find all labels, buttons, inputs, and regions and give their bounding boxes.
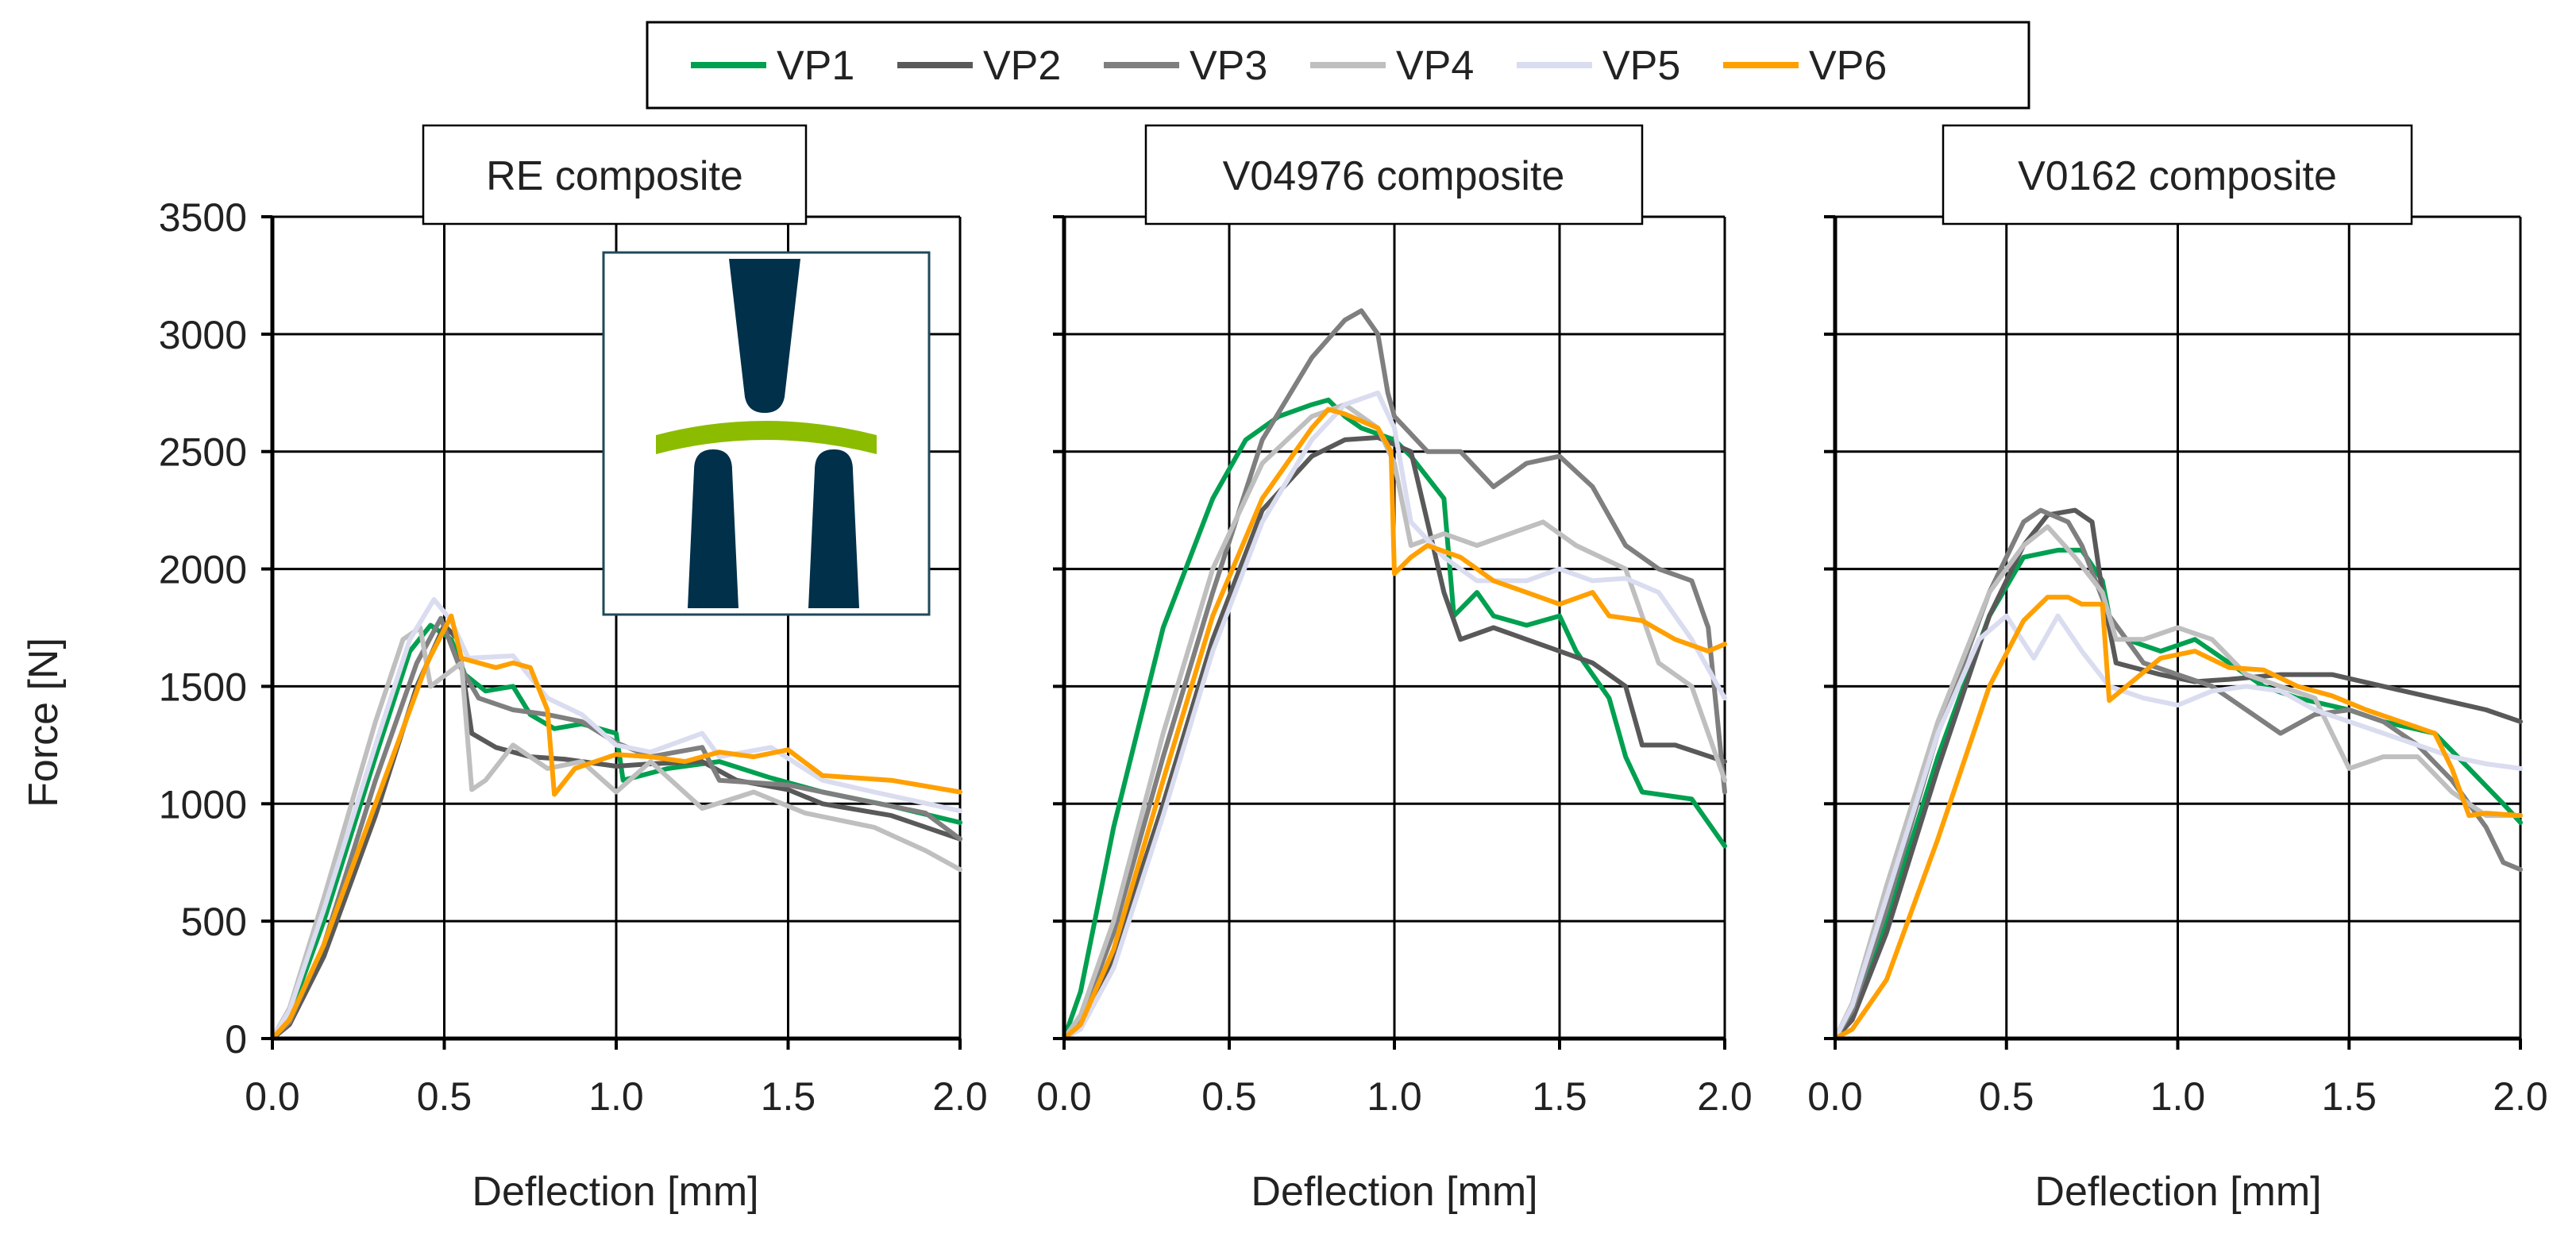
x-tick-label: 1.0 <box>588 1074 644 1119</box>
y-tick-label: 3500 <box>159 195 247 240</box>
series-line-vp6 <box>1062 407 1727 1041</box>
panel-title-box: V04976 composite <box>1144 124 1644 225</box>
panel-v0162-composite: 0.0 0.5 1.0 1.5 2.0 V0162 composite Deflecti… <box>1807 124 2548 1215</box>
x-tick-label: 0.5 <box>417 1074 472 1119</box>
panel-v04976-composite: 0.0 0.5 1.0 1.5 2.0 V04976 composite Deflect… <box>1036 124 1753 1215</box>
x-tick-label: 1.5 <box>2321 1074 2377 1119</box>
panel-title: V0162 composite <box>2018 153 2337 199</box>
y-tick-label: 2000 <box>159 548 247 592</box>
x-tick-label: 0.0 <box>1036 1074 1092 1119</box>
x-tick-label: 1.5 <box>1532 1074 1587 1119</box>
series-line-vp5 <box>270 597 962 1041</box>
x-tick-label: 1.0 <box>1367 1074 1422 1119</box>
y-tick-label: 2500 <box>159 430 247 475</box>
x-tick-label: 2.0 <box>932 1074 988 1119</box>
x-tick-label: 0.0 <box>245 1074 300 1119</box>
x-tick-label: 1.5 <box>761 1074 816 1119</box>
panel-title-box: RE composite <box>422 124 808 225</box>
series-line-vp5 <box>1062 390 1727 1041</box>
x-tick-label: 0.5 <box>1201 1074 1257 1119</box>
legend-label-vp1: VP1 <box>777 43 854 89</box>
panel-title: RE composite <box>486 153 743 199</box>
y-tick-label: 0 <box>225 1017 247 1062</box>
y-axis-label: Force [N] <box>21 638 67 808</box>
x-tick-label: 0.5 <box>1979 1074 2034 1119</box>
legend-label-vp2: VP2 <box>983 43 1061 89</box>
x-axis-label: Deflection [mm] <box>2034 1169 2321 1215</box>
x-axis-label: Deflection [mm] <box>1251 1169 1537 1215</box>
panel-title: V04976 composite <box>1223 153 1565 199</box>
loading-nose-icon <box>729 259 800 413</box>
series-line-vp5 <box>1833 613 2523 1041</box>
x-tick-label: 2.0 <box>1697 1074 1753 1119</box>
y-tick-label: 1500 <box>159 665 247 709</box>
left-support-icon <box>688 449 738 608</box>
y-tick-label: 500 <box>181 900 247 944</box>
panel-title-box: V0162 composite <box>1942 124 2413 225</box>
series-line-vp4 <box>1833 524 2523 1041</box>
panel-re-composite: 0 500 1000 1500 2000 2500 3000 3500 0.0 0.5 1.0 1.5… <box>159 124 988 1215</box>
specimen-beam-icon <box>656 421 877 454</box>
series-line-vp2 <box>1833 507 2523 1041</box>
right-support-icon <box>808 449 859 608</box>
x-tick-label: 1.0 <box>2150 1074 2206 1119</box>
legend-items: VP1 VP2 VP3 VP4 VP5 VP6 <box>691 43 1887 89</box>
series-line-vp6 <box>1833 595 2523 1041</box>
y-tick-label: 3000 <box>159 313 247 357</box>
series-line-vp4 <box>270 625 962 1041</box>
x-axis-label: Deflection [mm] <box>472 1169 758 1215</box>
legend-label-vp4: VP4 <box>1396 43 1474 89</box>
legend-label-vp5: VP5 <box>1602 43 1680 89</box>
series-line-vp4 <box>1062 402 1727 1041</box>
series-line-vp6 <box>270 613 962 1041</box>
y-tick-label: 1000 <box>159 782 247 827</box>
legend-label-vp6: VP6 <box>1809 43 1887 89</box>
legend: VP1 VP2 VP3 VP4 VP5 VP6 <box>646 21 2030 110</box>
x-tick-label: 0.0 <box>1807 1074 1863 1119</box>
legend-label-vp3: VP3 <box>1190 43 1267 89</box>
series-line-vp3 <box>1062 308 1727 1041</box>
x-tick-label: 2.0 <box>2493 1074 2548 1119</box>
series-line-vp2 <box>1062 435 1727 1041</box>
inset-icon-three-point-bending <box>602 251 931 616</box>
